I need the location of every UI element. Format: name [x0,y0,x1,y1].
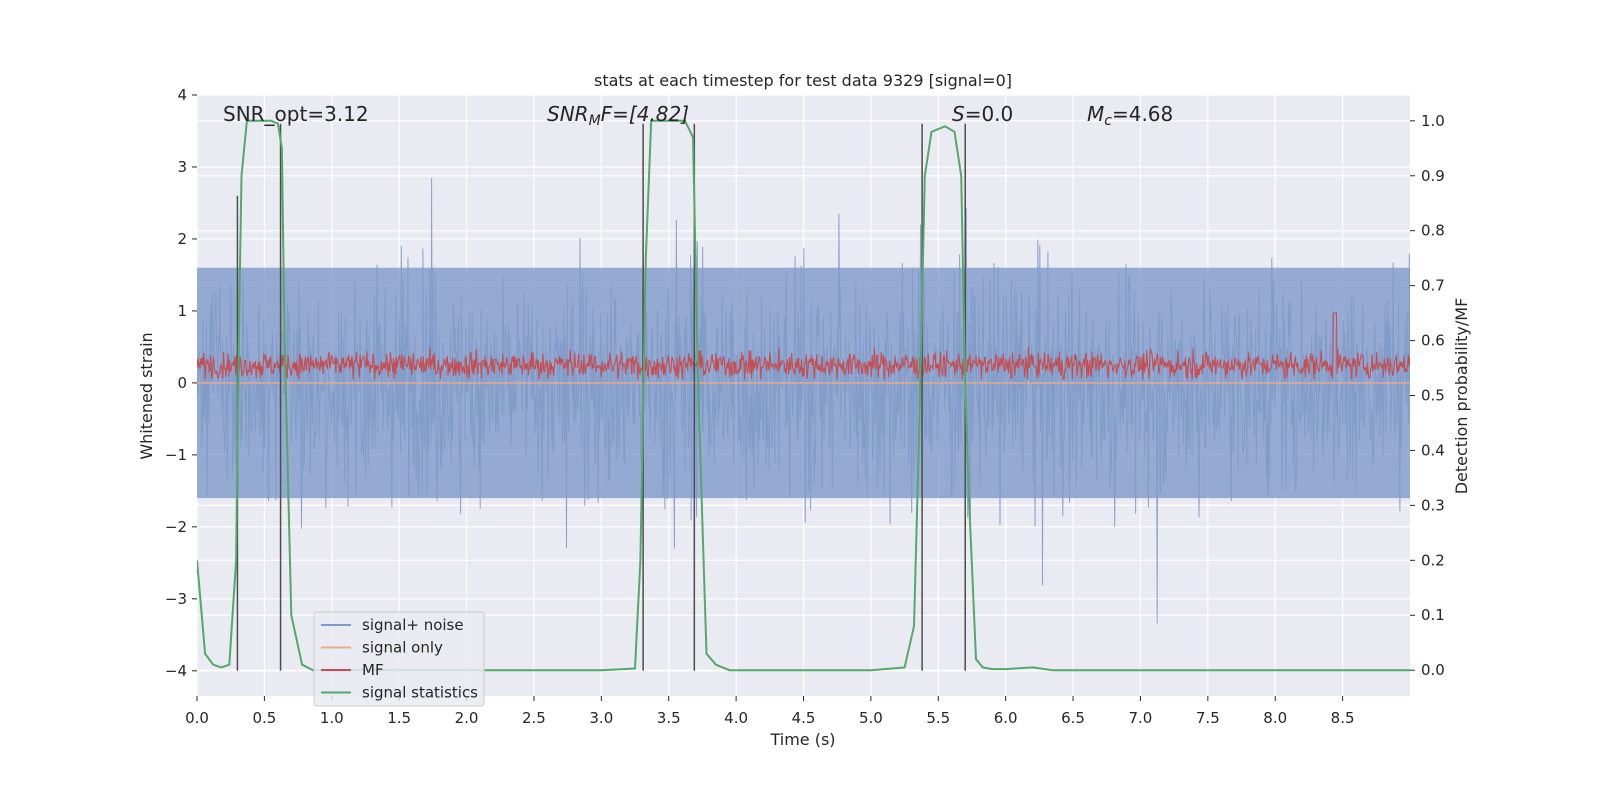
x-axis-title: Time (s) [769,730,835,749]
legend-label: signal statistics [362,684,478,702]
y-tick-label: 1 [177,302,187,320]
x-tick-label: 2.5 [522,709,546,727]
signal-noise-series [197,178,1410,624]
signal-statistics-series [197,119,1410,672]
legend: signal+ noise signal only MF signal statist… [313,611,485,707]
legend-label: MF [362,661,384,679]
x-tick-label: 7.5 [1196,709,1220,727]
x-tick-label: 0.0 [185,709,209,727]
y-tick-label: 2 [177,230,187,248]
mf-series [197,312,1410,380]
chart-title: stats at each timestep for test data 932… [594,71,1012,90]
x-tick-label: 7.0 [1129,709,1153,727]
x-tick-label: 8.0 [1263,709,1287,727]
y-tick-label: −1 [165,446,187,464]
x-tick-label: 0.5 [252,709,276,727]
y2-axis-ticks: 0.0 0.1 0.2 0.3 0.4 0.5 0.6 0.7 0.8 0.9 1.0 [1410,112,1445,679]
y2-tick-label: 0.9 [1421,167,1445,185]
y2-tick-label: 0.6 [1421,332,1445,350]
y-axis-ticks: −4 −3 −2 −1 0 1 2 3 4 [165,86,197,680]
legend-label: signal only [362,639,443,657]
y2-tick-label: 1.0 [1421,112,1445,130]
x-tick-label: 3.5 [657,709,681,727]
y-tick-label: 0 [177,374,187,392]
legend-label: signal+ noise [362,616,464,634]
legend-box [313,611,485,707]
x-tick-label: 5.5 [926,709,950,727]
annotation-snr-mf: SNRMF=[4.82] [547,102,689,129]
y-tick-label: 4 [177,86,187,104]
x-tick-label: 4.5 [792,709,816,727]
y-tick-label: −4 [165,662,187,680]
x-axis-ticks: 0.0 0.5 1.0 1.5 2.0 2.5 3.0 3.5 4.0 4.5 5.0 5.5 6.0 6… [185,696,1355,727]
y-axis-title: Whitened strain [137,332,156,459]
y2-tick-label: 0.4 [1421,441,1445,459]
x-tick-label: 2.0 [455,709,479,727]
annotation-mc: Mc=4.68 [1087,102,1173,129]
annotation-snr-opt: SNR_opt=3.12 [223,102,369,126]
x-tick-label: 3.0 [589,709,613,727]
y-tick-label: −2 [165,518,187,536]
y2-tick-label: 0.0 [1421,661,1445,679]
y2-tick-label: 0.5 [1421,387,1445,405]
x-tick-label: 1.0 [320,709,344,727]
annotation-s: S=0.0 [952,102,1013,126]
y-tick-label: 3 [177,158,187,176]
x-tick-label: 6.0 [994,709,1018,727]
x-tick-label: 6.5 [1061,709,1085,727]
y2-axis-title: Detection probability/MF [1452,298,1471,495]
x-tick-label: 8.5 [1331,709,1355,727]
x-tick-label: 5.0 [859,709,883,727]
x-tick-label: 1.5 [387,709,411,727]
x-tick-label: 4.0 [724,709,748,727]
y2-tick-label: 0.2 [1421,551,1445,569]
y2-tick-label: 0.1 [1421,606,1445,624]
y2-tick-label: 0.7 [1421,277,1445,295]
y2-tick-label: 0.8 [1421,222,1445,240]
y-tick-label: −3 [165,590,187,608]
y2-tick-label: 0.3 [1421,496,1445,514]
